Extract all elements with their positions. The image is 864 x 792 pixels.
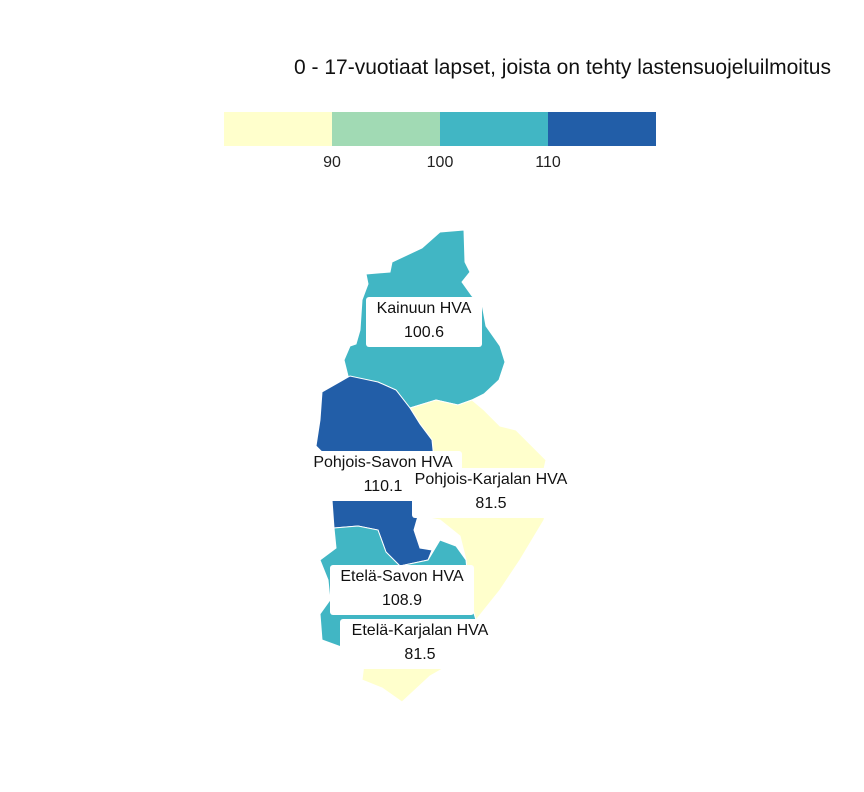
label-pohjois-karjala-name: Pohjois-Karjalan HVA <box>414 471 568 488</box>
color-legend: 90 100 110 <box>224 112 656 171</box>
label-pohjois-savo-name: Pohjois-Savon HVA <box>313 454 453 471</box>
label-etela-karjala-name: Etelä-Karjalan HVA <box>351 622 489 639</box>
label-kainuu-value: 100.6 <box>403 324 445 341</box>
label-pohjois-savo-value: 110.1 <box>363 478 403 495</box>
legend-bar <box>224 112 656 146</box>
label-etela-karjala: Etelä-Karjalan HVA 81.5 <box>340 619 500 669</box>
legend-tick-110: 110 <box>535 154 561 171</box>
legend-tick-100: 100 <box>426 154 454 171</box>
legend-swatch-2 <box>332 112 440 146</box>
label-pohjois-karjala: Pohjois-Karjalan HVA 81.5 <box>412 468 570 518</box>
label-etela-savo-name: Etelä-Savon HVA <box>340 568 464 585</box>
label-etela-karjala-value: 81.5 <box>404 646 436 663</box>
label-kainuu-name: Kainuun HVA <box>376 300 472 317</box>
label-kainuu: Kainuun HVA 100.6 <box>366 297 482 347</box>
legend-swatch-3 <box>440 112 548 146</box>
map-title: 0 - 17-vuotiaat lapset, joista on tehty … <box>294 56 831 79</box>
legend-tick-90: 90 <box>323 154 341 171</box>
label-etela-savo-value: 108.9 <box>381 592 423 609</box>
legend-swatch-4 <box>548 112 656 146</box>
legend-swatch-1 <box>224 112 332 146</box>
label-etela-savo: Etelä-Savon HVA 108.9 <box>330 565 474 615</box>
label-pohjois-karjala-value: 81.5 <box>475 495 507 512</box>
